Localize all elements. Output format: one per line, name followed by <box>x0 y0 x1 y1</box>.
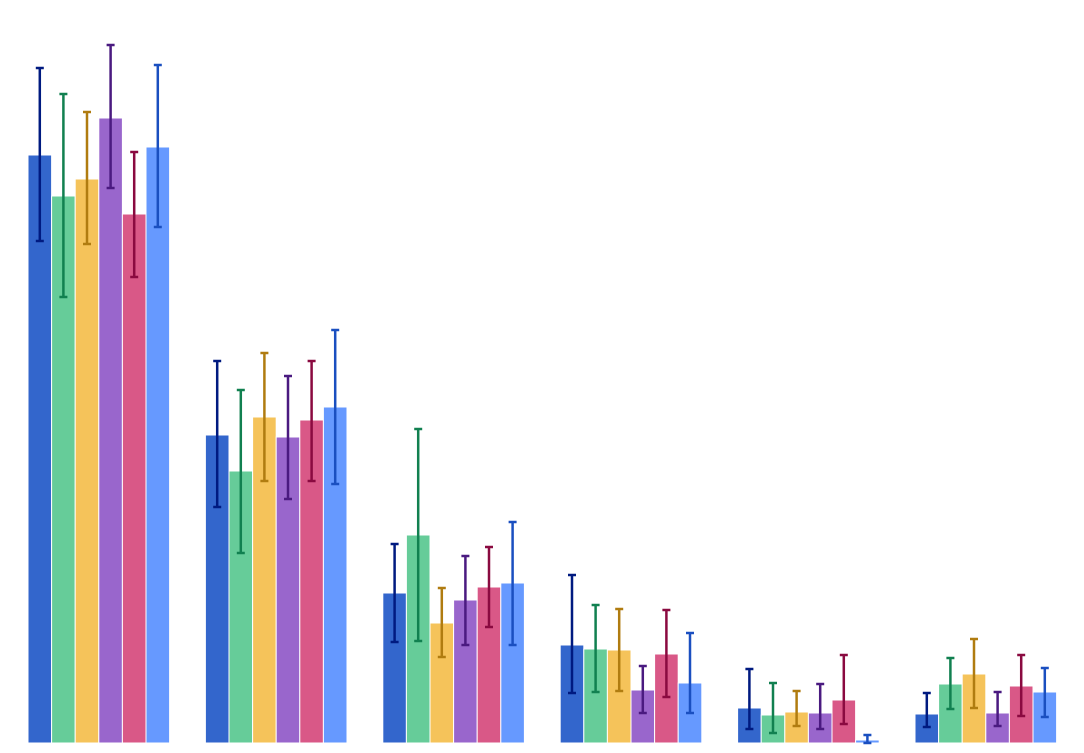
bar-g1-s1 <box>27 154 53 744</box>
bar-g1-s4 <box>98 117 123 744</box>
bar-g1-s5 <box>121 213 147 744</box>
bar-g1-s3 <box>74 178 100 744</box>
bar-g1-s6 <box>145 146 171 744</box>
